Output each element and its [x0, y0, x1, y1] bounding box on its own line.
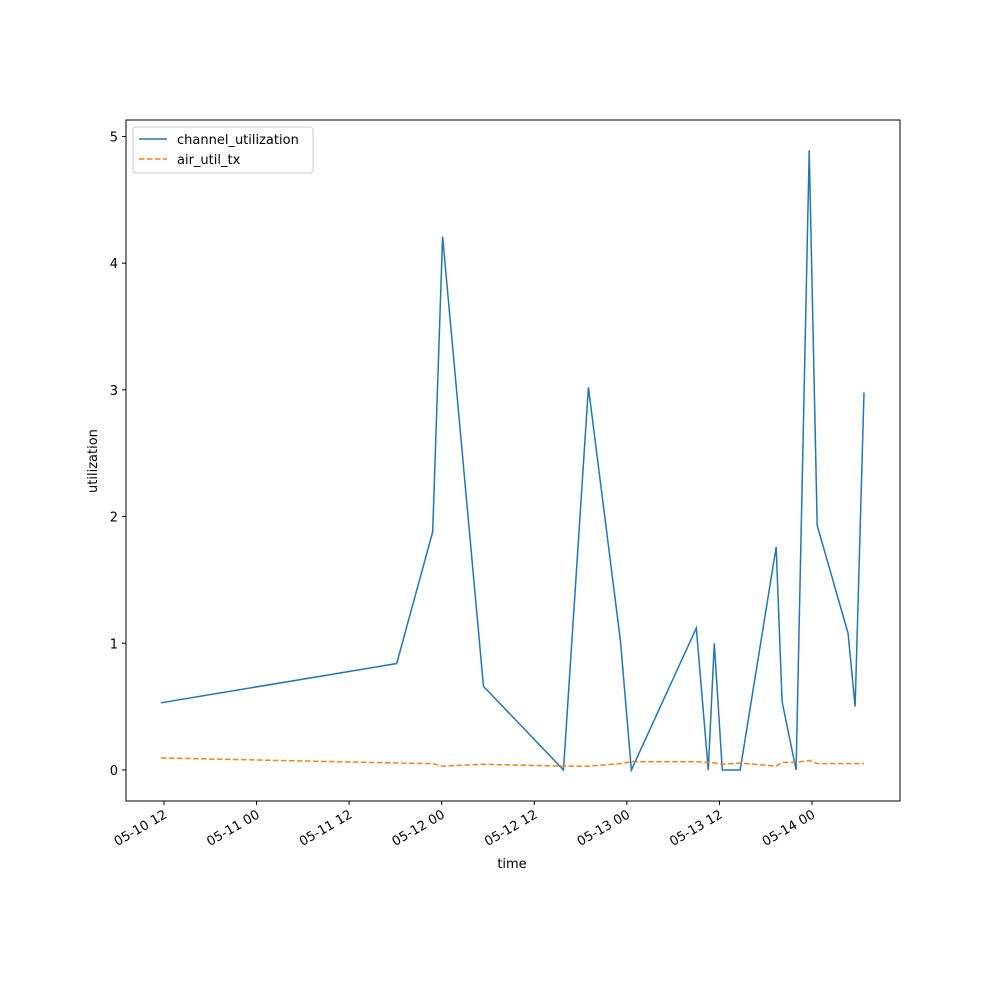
y-tick-label: 2	[110, 511, 118, 526]
legend-label: air_util_tx	[177, 153, 241, 168]
plot-frame	[125, 119, 901, 802]
x-tick-label: 05-10 12	[112, 807, 170, 849]
y-tick-label: 5	[110, 130, 118, 145]
y-tick-label: 4	[110, 257, 118, 272]
y-tick-label: 1	[110, 637, 118, 652]
x-tick-label: 05-12 00	[390, 807, 448, 849]
legend-box	[132, 126, 314, 174]
x-tick-label: 05-13 00	[575, 807, 633, 849]
x-tick-label: 05-14 00	[760, 807, 818, 849]
y-tick-label: 0	[110, 764, 118, 779]
series-line	[160, 757, 864, 767]
x-tick-label: 05-13 12	[667, 807, 725, 849]
x-tick-label: 05-11 12	[297, 807, 355, 849]
x-tick-label: 05-11 00	[204, 807, 262, 849]
x-tick-label: 05-12 12	[482, 807, 540, 849]
series-line	[160, 150, 865, 773]
x-axis-label: time	[497, 857, 526, 872]
legend-label: channel_utilization	[177, 133, 299, 148]
y-tick-label: 3	[110, 384, 118, 399]
y-axis-label: utilization	[86, 429, 101, 493]
